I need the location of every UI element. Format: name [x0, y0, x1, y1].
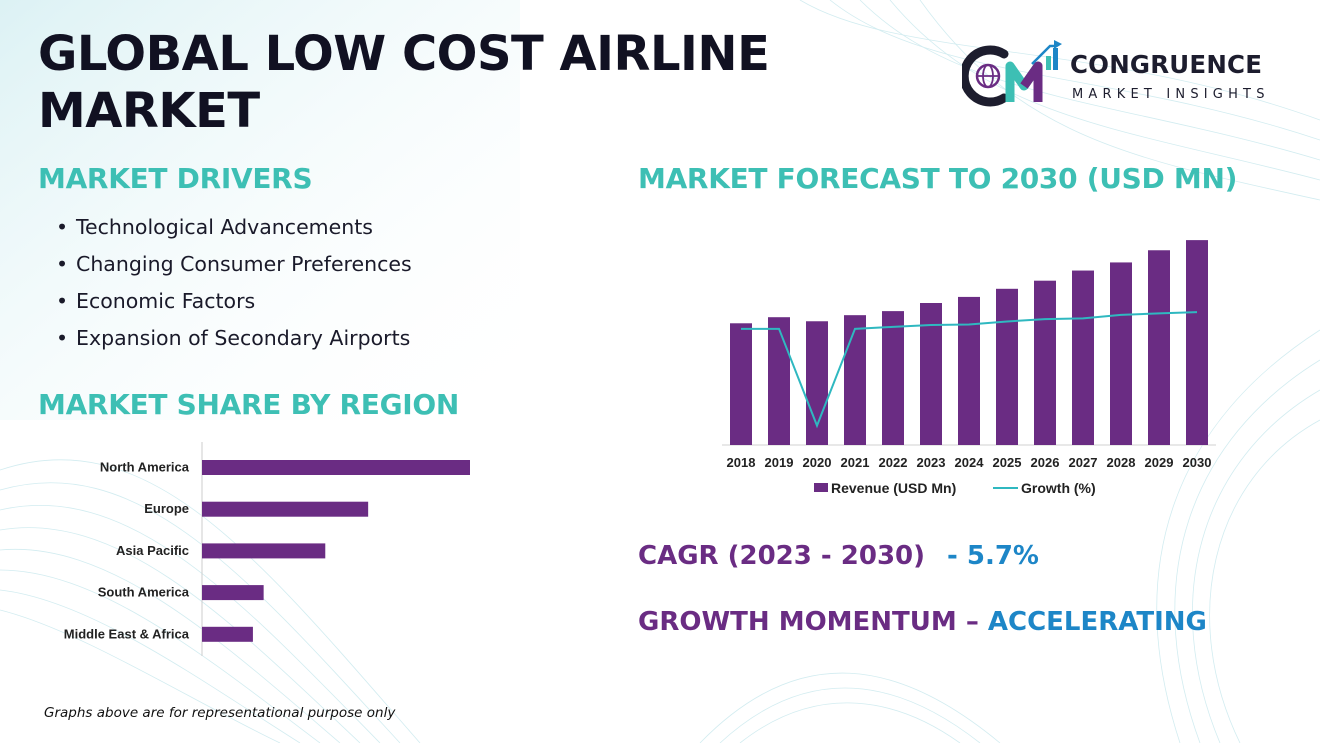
legend-revenue-swatch [814, 483, 828, 492]
forecast-heading: MARKET FORECAST TO 2030 (USD MN) [638, 162, 1238, 195]
region-heading: MARKET SHARE BY REGION [38, 388, 460, 421]
cagr-line: CAGR (2023 - 2030) - 5.7% [638, 541, 1039, 571]
revenue-bar [1034, 280, 1056, 445]
revenue-bar [1186, 240, 1208, 445]
revenue-bar [768, 317, 790, 445]
year-tick-label: 2024 [955, 455, 985, 470]
year-tick-label: 2020 [803, 455, 832, 470]
page-title: GLOBAL LOW COST AIRLINE MARKET [38, 26, 770, 139]
bullet-icon: • [56, 326, 69, 350]
bullet-icon: • [56, 289, 69, 313]
region-category-label: South America [98, 585, 190, 600]
revenue-bar [996, 288, 1018, 445]
cagr-label: CAGR (2023 - 2030) [638, 541, 926, 571]
revenue-bar [958, 296, 980, 445]
revenue-bar [730, 323, 752, 445]
region-bar [202, 460, 470, 475]
driver-item: • Expansion of Secondary Airports [56, 323, 412, 360]
year-tick-label: 2022 [879, 455, 908, 470]
growth-line [741, 311, 1198, 429]
region-category-label: Asia Pacific [116, 543, 189, 558]
region-bar [202, 626, 253, 642]
forecast-bar-line-chart: 2018 2019 2020 2021 2022 2023 2024 2025 2026 2027… [722, 240, 1216, 496]
region-bar [202, 501, 369, 517]
year-tick-label: 2028 [1107, 455, 1136, 470]
year-tick-label: 2026 [1031, 455, 1060, 470]
region-bar [202, 543, 326, 559]
year-tick-label: 2019 [765, 455, 794, 470]
year-tick-label: 2023 [917, 455, 946, 470]
year-tick-label: 2029 [1145, 455, 1174, 470]
revenue-bar [1072, 270, 1094, 445]
driver-label: Expansion of Secondary Airports [76, 326, 411, 350]
region-category-label: Europe [144, 501, 189, 516]
logo-name: CONGRUENCE [1070, 50, 1263, 79]
revenue-bar [882, 311, 904, 445]
legend-revenue-label: Revenue (USD Mn) [831, 480, 956, 496]
revenue-bar [1148, 250, 1170, 445]
driver-label: Changing Consumer Preferences [76, 252, 412, 276]
driver-item: • Changing Consumer Preferences [56, 249, 412, 286]
logo-mark-icon [959, 40, 1062, 107]
region-share-bar-chart: North America Europe Asia Pacific South Ame… [64, 442, 470, 656]
momentum-value: ACCELERATING [987, 607, 1207, 637]
year-tick-label: 2030 [1183, 455, 1212, 470]
logo-tagline: MARKET INSIGHTS [1072, 87, 1270, 102]
year-tick-label: 2018 [727, 455, 756, 470]
driver-item: • Technological Advancements [56, 212, 412, 249]
driver-label: Technological Advancements [76, 215, 373, 239]
bullet-icon: • [56, 215, 69, 239]
year-tick-label: 2027 [1069, 455, 1098, 470]
bullet-icon: • [56, 252, 69, 276]
region-category-label: Middle East & Africa [64, 626, 190, 641]
driver-label: Economic Factors [76, 289, 256, 313]
year-tick-label: 2025 [993, 455, 1022, 470]
market-drivers-heading: MARKET DRIVERS [38, 162, 313, 195]
region-bar [202, 585, 264, 601]
growth-momentum-line: GROWTH MOMENTUM – ACCELERATING [638, 607, 1207, 637]
company-logo: CONGRUENCE MARKET INSIGHTS [959, 36, 1292, 112]
year-tick-label: 2021 [841, 455, 870, 470]
momentum-label: GROWTH MOMENTUM – [638, 607, 988, 637]
legend-growth-label: Growth (%) [1021, 480, 1096, 496]
revenue-bar [844, 315, 866, 445]
disclaimer-note: Graphs above are for representational pu… [44, 705, 396, 721]
cagr-value: - 5.7% [947, 541, 1039, 571]
revenue-bar [920, 303, 942, 445]
region-category-label: North America [100, 460, 190, 475]
revenue-bar [1110, 262, 1132, 445]
driver-item: • Economic Factors [56, 286, 412, 323]
drivers-list: • Technological Advancements • Changing Co… [56, 212, 412, 360]
